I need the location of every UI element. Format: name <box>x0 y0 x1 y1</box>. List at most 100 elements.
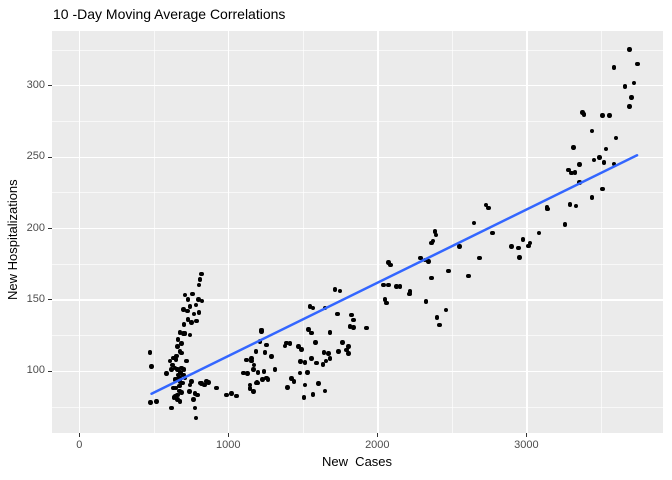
data-point <box>323 358 329 364</box>
y-minor-gridline <box>52 192 663 194</box>
x-tick-label: 3000 <box>514 439 539 451</box>
data-point <box>567 202 573 207</box>
data-point <box>195 392 200 398</box>
data-point <box>291 379 297 384</box>
data-point <box>382 297 388 302</box>
x-axis-tick <box>377 433 379 437</box>
data-point <box>313 340 318 345</box>
data-point <box>433 232 439 238</box>
x-tick-label: 0 <box>76 439 83 451</box>
data-point <box>349 312 354 318</box>
x-minor-gridline <box>153 31 155 433</box>
data-point <box>471 220 477 226</box>
data-point <box>351 317 356 323</box>
data-point <box>305 370 310 375</box>
data-point <box>187 382 193 388</box>
x-major-gridline <box>526 31 528 433</box>
data-point <box>466 273 471 279</box>
y-tick-label: 150 <box>26 292 45 305</box>
data-point <box>302 360 308 365</box>
data-point <box>187 389 192 394</box>
data-point <box>192 405 198 411</box>
data-point <box>611 161 617 167</box>
data-point <box>306 327 311 332</box>
data-point <box>569 170 574 176</box>
x-tick-label: 1000 <box>216 439 241 451</box>
data-point <box>251 362 257 368</box>
data-point <box>181 322 187 327</box>
data-point <box>175 392 180 398</box>
data-point <box>332 287 338 292</box>
data-point <box>193 302 199 308</box>
x-axis-tick <box>79 433 81 437</box>
data-point <box>572 170 578 175</box>
data-point <box>437 322 442 328</box>
data-point <box>601 160 607 165</box>
data-point <box>261 369 267 374</box>
y-major-gridline <box>52 156 663 158</box>
data-point <box>187 304 193 309</box>
data-point <box>296 344 301 349</box>
data-point <box>175 367 180 372</box>
data-point <box>426 259 431 264</box>
data-point <box>255 370 261 375</box>
y-major-gridline <box>52 85 663 87</box>
data-point <box>265 377 271 382</box>
data-point <box>336 349 341 354</box>
data-point <box>635 61 640 67</box>
data-point <box>429 240 434 246</box>
data-point <box>234 393 239 399</box>
data-point <box>196 297 201 302</box>
data-point <box>264 342 269 348</box>
y-axis-tick <box>48 228 52 230</box>
data-point <box>545 206 550 212</box>
data-point <box>386 282 391 288</box>
data-point <box>298 359 303 364</box>
data-point <box>394 284 399 289</box>
data-point <box>326 351 331 356</box>
y-minor-gridline <box>52 406 663 408</box>
data-point <box>179 350 184 356</box>
data-point <box>344 347 349 353</box>
data-point <box>631 80 637 86</box>
data-point <box>171 385 176 391</box>
data-point <box>229 391 234 396</box>
data-point <box>573 203 579 209</box>
y-axis-tick <box>48 156 52 158</box>
data-point <box>516 245 521 251</box>
data-point <box>175 397 180 402</box>
data-point <box>177 330 183 335</box>
data-point <box>321 350 327 355</box>
data-point <box>241 370 246 376</box>
data-point <box>322 388 328 394</box>
data-point <box>386 260 391 265</box>
data-point <box>285 385 290 390</box>
data-point <box>251 367 256 372</box>
data-point <box>627 104 632 109</box>
data-point <box>169 405 174 411</box>
data-point <box>253 349 259 354</box>
data-point <box>199 381 204 386</box>
data-point <box>269 354 274 359</box>
data-point <box>527 240 533 246</box>
x-tick-label: 2000 <box>365 439 390 451</box>
data-point <box>179 341 184 346</box>
data-point <box>185 297 191 302</box>
data-point <box>180 380 185 386</box>
data-point <box>351 325 356 330</box>
data-point <box>347 324 353 329</box>
data-point <box>571 145 576 150</box>
y-minor-gridline <box>52 120 663 122</box>
data-point <box>185 308 190 314</box>
data-point <box>182 331 188 336</box>
data-point <box>320 362 326 367</box>
data-point <box>177 375 182 380</box>
data-point <box>287 341 293 346</box>
y-major-gridline <box>52 299 663 301</box>
data-point <box>581 112 587 117</box>
x-major-gridline <box>377 31 379 433</box>
data-point <box>589 128 595 134</box>
data-point <box>346 351 351 356</box>
y-major-gridline <box>52 228 663 230</box>
